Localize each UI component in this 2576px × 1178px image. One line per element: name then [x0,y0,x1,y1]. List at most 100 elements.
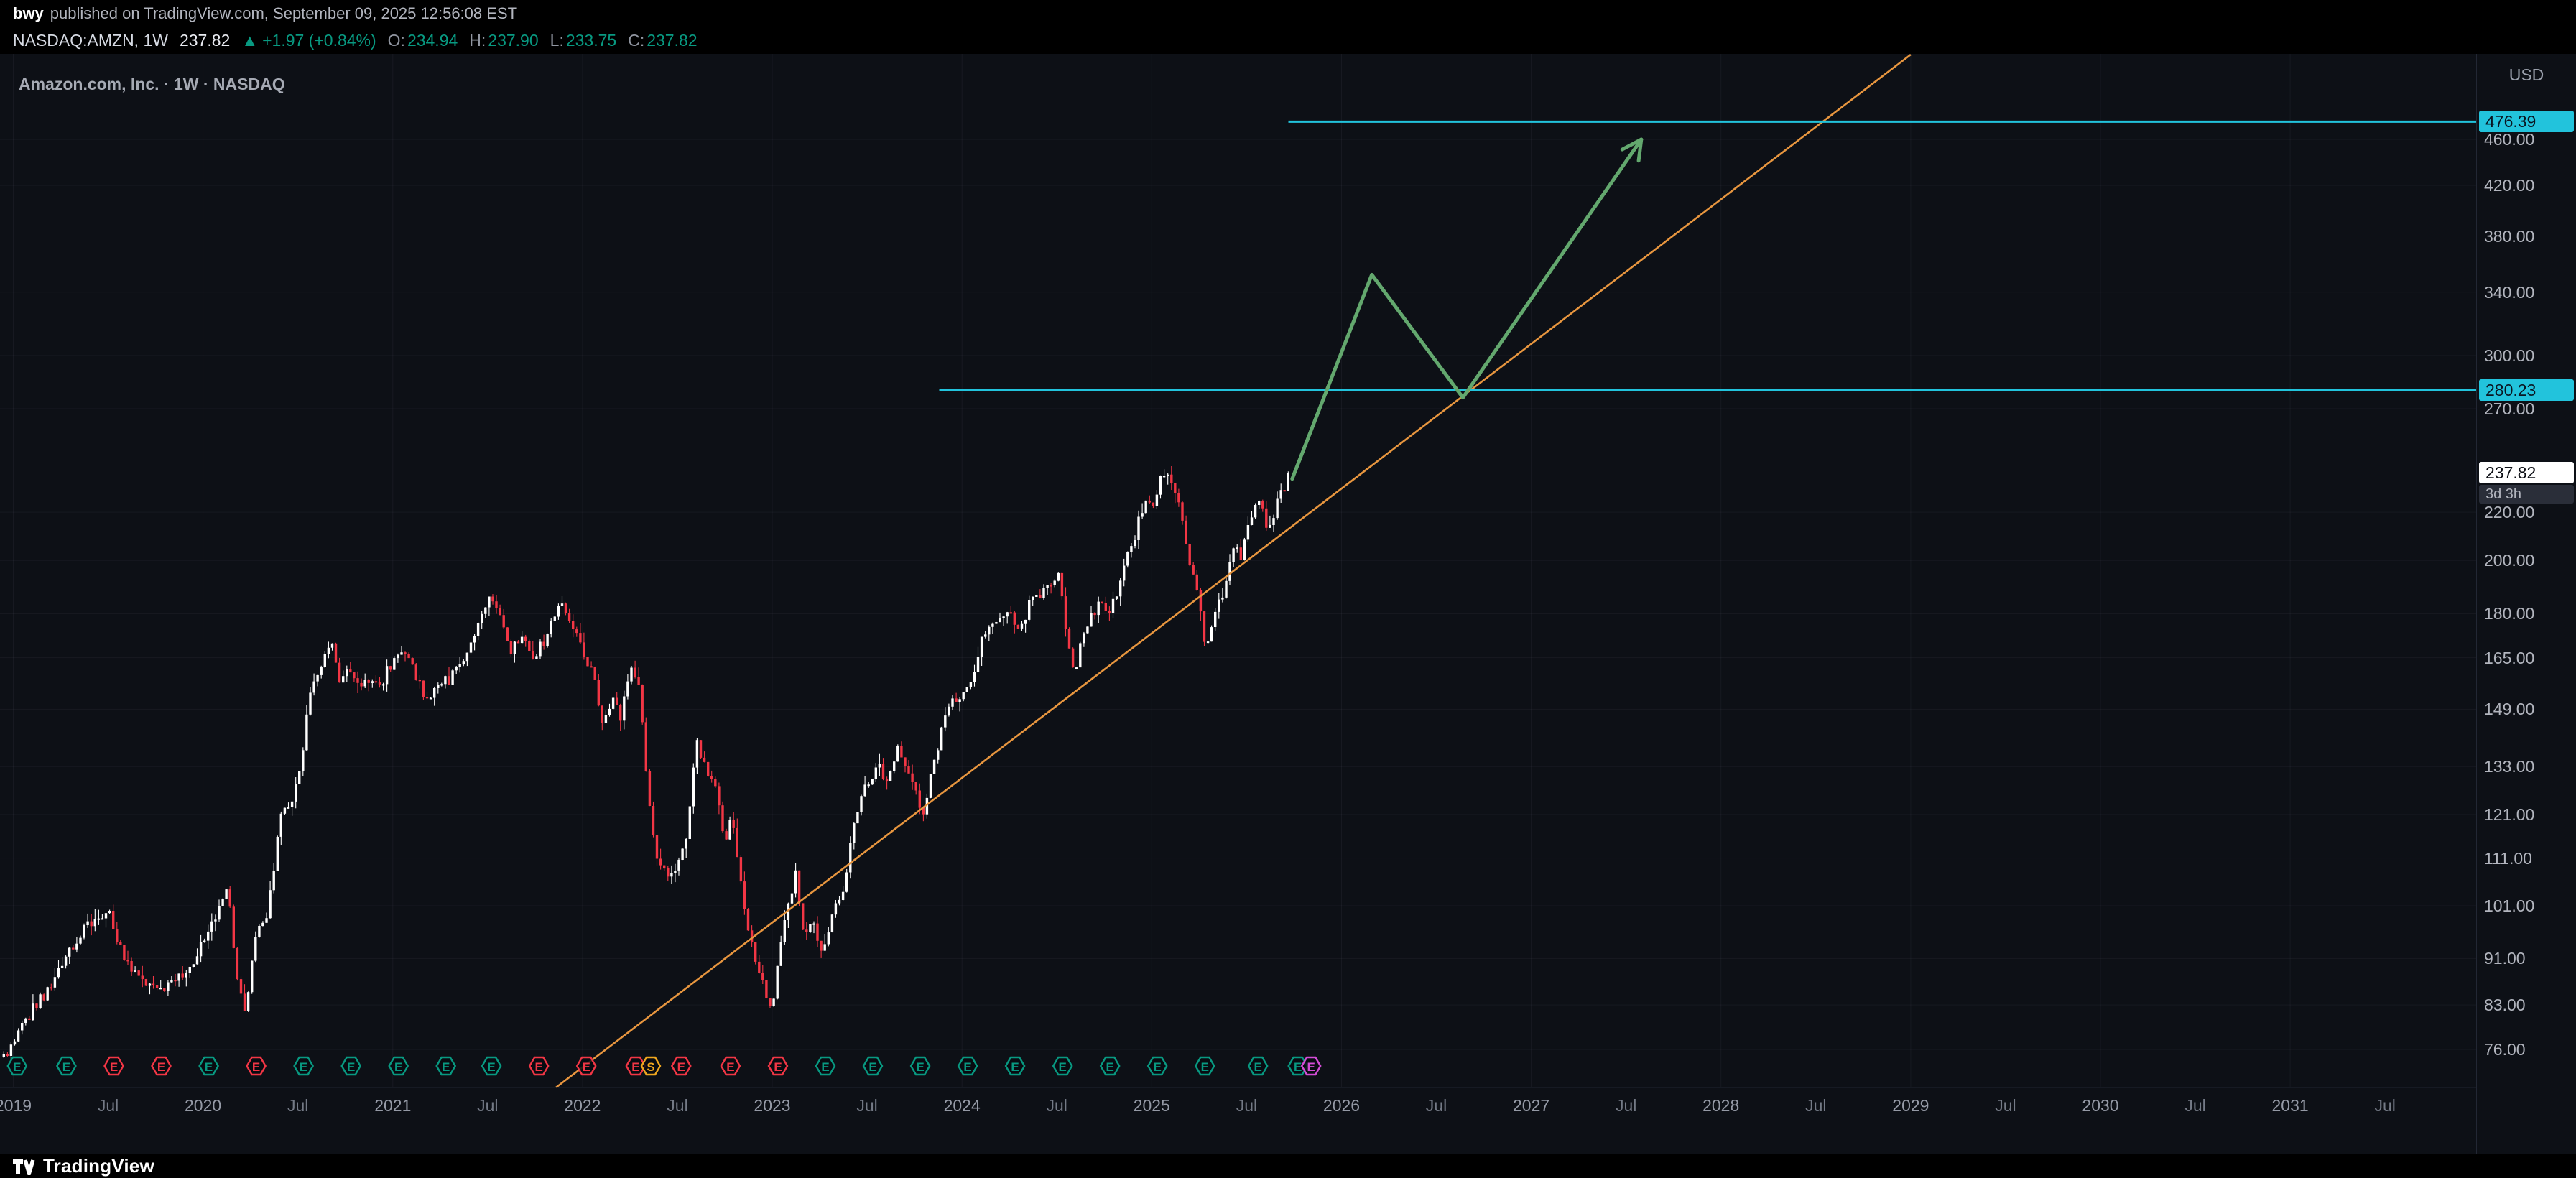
time-axis-label: 2025 [1133,1096,1170,1115]
time-axis-label: Jul [1995,1096,2016,1115]
earnings-marker[interactable]: E [720,1056,741,1076]
svg-text:E: E [157,1060,165,1074]
open-value: O: 234.94 [387,30,458,50]
time-axis-label: 2023 [754,1096,791,1115]
earnings-marker[interactable]: E [151,1056,172,1076]
earnings-marker[interactable]: E [481,1056,502,1076]
time-axis-label: 2020 [185,1096,222,1115]
svg-text:E: E [1011,1060,1019,1074]
price-tick-label: 460.00 [2484,130,2535,149]
earnings-marker[interactable]: E [435,1056,457,1076]
price-tick-label: 200.00 [2484,551,2535,570]
price-tick-label: 83.00 [2484,996,2526,1015]
time-axis-label: Jul [2374,1096,2396,1115]
earnings-marker[interactable]: E [1194,1056,1215,1076]
publish-bar: bwy published on TradingView.com, Septem… [0,0,2576,27]
bar-close-countdown: 3d 3h [2479,485,2574,504]
price-tick-label: 340.00 [2484,282,2535,302]
svg-text:E: E [583,1060,590,1074]
svg-text:E: E [300,1060,307,1074]
time-axis-label: Jul [477,1096,499,1115]
price-tick-label: 133.00 [2484,757,2535,776]
earnings-marker[interactable]: E [1287,1056,1309,1076]
price-tick-label: 101.00 [2484,896,2535,915]
high-value: H: 237.90 [469,30,539,50]
svg-text:E: E [774,1060,782,1074]
earnings-marker[interactable]: E [528,1056,550,1076]
price-change: ▲ +1.97 (+0.84%) [241,31,376,50]
earnings-marker[interactable]: E [1099,1056,1121,1076]
svg-text:E: E [62,1060,70,1074]
earnings-marker[interactable]: E [103,1056,124,1076]
earnings-marker[interactable]: E [1247,1056,1269,1076]
svg-text:E: E [110,1060,118,1074]
earnings-marker[interactable]: E [575,1056,597,1076]
svg-text:S: S [647,1060,654,1074]
svg-text:E: E [631,1060,639,1074]
earnings-marker[interactable]: E [815,1056,836,1076]
trendline[interactable] [555,54,1912,1089]
earnings-marker[interactable]: E [957,1056,978,1076]
footer-bar: TradingView [0,1154,2576,1178]
svg-text:E: E [13,1060,21,1074]
time-axis-label: Jul [97,1096,119,1115]
time-axis-label: Jul [1615,1096,1637,1115]
svg-text:E: E [1059,1060,1067,1074]
publish-info: published on TradingView.com, September … [50,4,518,22]
earnings-marker[interactable]: E [670,1056,692,1076]
earnings-marker[interactable]: E [340,1056,362,1076]
earnings-marker[interactable]: E [767,1056,789,1076]
earnings-marker[interactable]: E [6,1056,28,1076]
time-axis-label: 2024 [943,1096,981,1115]
earnings-marker[interactable]: E [198,1056,219,1076]
time-axis-label: Jul [856,1096,878,1115]
price-change-text: +1.97 (+0.84%) [262,30,376,50]
price-tick-label: 111.00 [2484,848,2532,868]
svg-text:E: E [868,1060,876,1074]
tradingview-logo-icon[interactable] [11,1158,36,1175]
time-axis-label: Jul [667,1096,688,1115]
price-tick-label: 149.00 [2484,700,2535,719]
author-name[interactable]: bwy [13,4,44,22]
svg-text:E: E [726,1060,734,1074]
time-axis-label: 2022 [564,1096,601,1115]
tradingview-brand[interactable]: TradingView [43,1155,154,1177]
price-tick-label: 76.00 [2484,1040,2526,1059]
svg-text:E: E [1201,1060,1209,1074]
symbol-name[interactable]: NASDAQ:AMZN, 1W [13,30,168,50]
earnings-marker[interactable]: E [1004,1056,1026,1076]
svg-text:E: E [677,1060,685,1074]
time-axis-label: 2027 [1513,1096,1550,1115]
price-tick-label: 165.00 [2484,648,2535,667]
svg-text:E: E [1307,1060,1315,1074]
projection-arrowhead [1620,137,1644,152]
chart-title: Amazon.com, Inc. · 1W · NASDAQ [19,75,285,93]
earnings-marker[interactable]: E [909,1056,931,1076]
time-axis-label: 2028 [1702,1096,1740,1115]
earnings-marker[interactable]: E [56,1056,77,1076]
earnings-marker[interactable]: E [625,1056,647,1076]
earnings-marker[interactable]: E [862,1056,884,1076]
earnings-marker[interactable]: E [293,1056,314,1076]
svg-text:E: E [347,1060,355,1074]
time-axis-label: 2021 [374,1096,412,1115]
price-tick-label: 420.00 [2484,176,2535,195]
level-price-label: 280.23 [2479,379,2574,401]
earnings-marker[interactable]: E [1052,1056,1073,1076]
earnings-marker[interactable]: S [640,1056,662,1076]
price-tick-label: 380.00 [2484,226,2535,246]
earnings-marker[interactable]: E [388,1056,409,1076]
price-tick-label: 180.00 [2484,604,2535,623]
close-value: C: 237.82 [628,30,698,50]
earnings-marker[interactable]: E [1300,1056,1322,1076]
svg-text:E: E [1294,1060,1302,1074]
price-axis[interactable]: USD 460.00 420.00 380.00 340.00 300.00 270.00… [2476,54,2576,1154]
svg-text:E: E [963,1060,971,1074]
time-axis-label: Jul [1046,1096,1067,1115]
projection-arrow[interactable] [1290,137,1644,481]
earnings-marker[interactable]: E [1146,1056,1168,1076]
earnings-marker[interactable]: E [246,1056,267,1076]
svg-text:E: E [252,1060,260,1074]
